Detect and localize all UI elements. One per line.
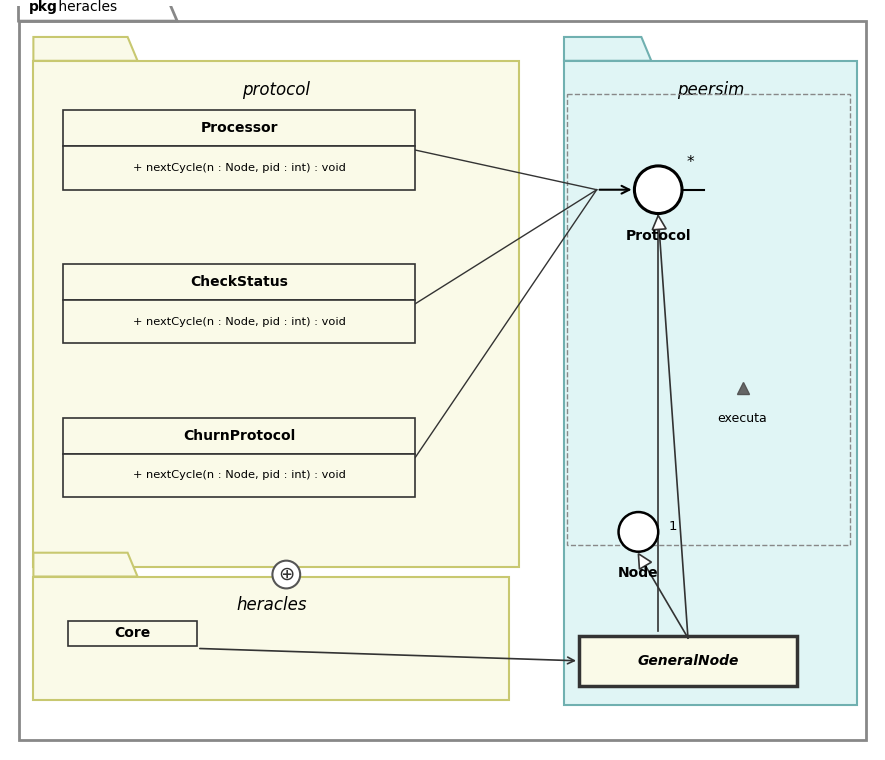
Text: Core: Core [114, 626, 150, 641]
Text: Protocol: Protocol [626, 230, 691, 243]
Text: 1: 1 [668, 521, 677, 534]
Text: ⊕: ⊕ [278, 565, 295, 584]
Circle shape [635, 166, 682, 214]
Bar [564, 61, 857, 705]
Polygon shape [34, 553, 137, 577]
Text: + nextCycle(n : Node, pid : int) : void: + nextCycle(n : Node, pid : int) : void [133, 470, 346, 480]
Text: Node: Node [618, 565, 658, 580]
Text: *: * [686, 156, 694, 170]
Polygon shape [638, 554, 651, 569]
Text: + nextCycle(n : Node, pid : int) : void: + nextCycle(n : Node, pid : int) : void [133, 317, 346, 327]
Text: heracles: heracles [54, 0, 118, 14]
Text: + nextCycle(n : Node, pid : int) : void: + nextCycle(n : Node, pid : int) : void [133, 163, 346, 173]
Circle shape [619, 512, 658, 552]
Text: protocol: protocol [242, 81, 311, 99]
Bar [63, 454, 415, 497]
Polygon shape [19, 0, 177, 21]
Bar [579, 636, 797, 686]
Text: GeneralNode: GeneralNode [637, 654, 739, 668]
Text: CheckStatus: CheckStatus [190, 275, 289, 289]
Text: pkg: pkg [28, 0, 58, 14]
Bar [34, 577, 510, 701]
Circle shape [273, 561, 300, 588]
Bar [68, 621, 197, 646]
Text: Processor: Processor [200, 122, 278, 135]
Bar [63, 146, 415, 190]
Bar [63, 264, 415, 299]
Text: peersim: peersim [677, 81, 744, 99]
Bar [567, 93, 850, 545]
Polygon shape [564, 37, 651, 61]
Text: executa: executa [718, 412, 767, 425]
Bar [63, 110, 415, 146]
Polygon shape [34, 37, 137, 61]
Text: heracles: heracles [236, 597, 307, 614]
Polygon shape [652, 216, 666, 230]
Bar [63, 418, 415, 454]
Bar [63, 299, 415, 344]
Text: ChurnProtocol: ChurnProtocol [183, 429, 296, 442]
Bar [34, 61, 519, 567]
